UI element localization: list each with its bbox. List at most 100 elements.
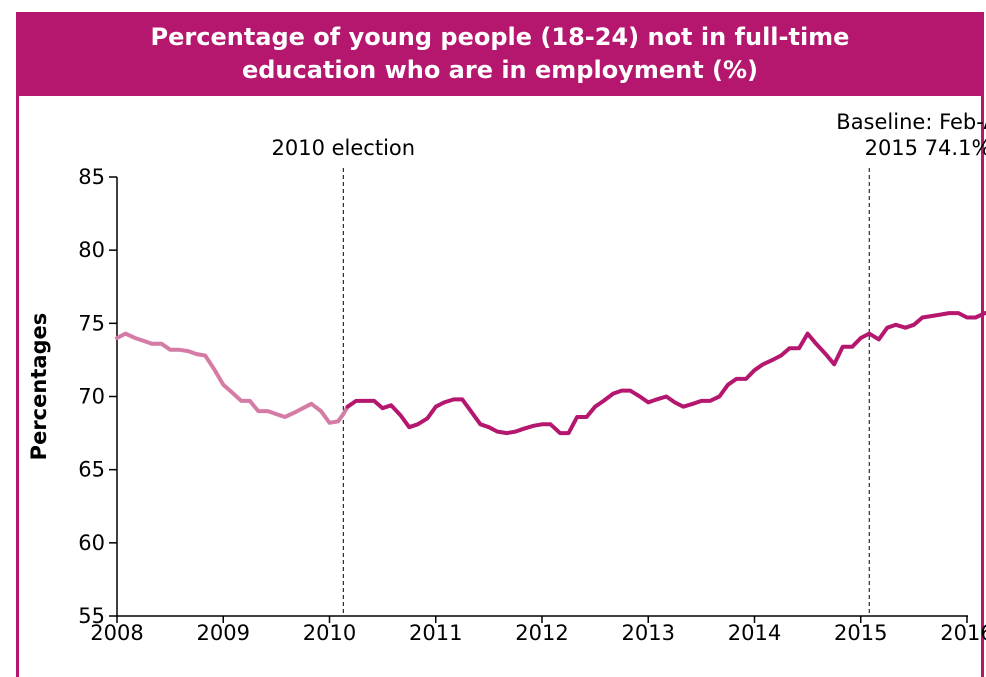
series-2-line: [345, 311, 986, 436]
data-point: [894, 323, 898, 327]
data-point: [239, 399, 243, 403]
data-point: [363, 399, 367, 403]
data-point: [495, 430, 499, 434]
data-point: [283, 415, 287, 419]
data-point: [664, 394, 668, 399]
data-point: [478, 422, 482, 426]
data-point: [673, 400, 677, 404]
x-tick-label: 2012: [515, 621, 568, 645]
data-point: [752, 368, 757, 372]
y-axis-label: Percentages: [27, 313, 51, 461]
data-point: [540, 422, 544, 426]
data-point: [309, 402, 313, 406]
data-point: [256, 409, 260, 413]
data-point: [266, 409, 270, 413]
data-point: [195, 352, 199, 356]
data-point: [336, 419, 340, 423]
data-point: [513, 430, 518, 434]
data-point: [548, 422, 553, 426]
data-point: [691, 402, 695, 406]
y-tick-label: 65: [78, 458, 105, 482]
data-point: [734, 377, 739, 381]
data-point: [646, 400, 650, 404]
data-point: [115, 336, 119, 340]
data-point: [655, 397, 659, 401]
x-tick-label: 2009: [197, 621, 250, 645]
data-point: [522, 427, 526, 431]
data-point: [177, 348, 181, 352]
data-point: [620, 389, 624, 393]
y-axis-ticks: 55 60 65 70 75 80 85: [78, 165, 117, 628]
data-point: [389, 403, 393, 407]
y-tick-label: 55: [78, 604, 105, 628]
data-point: [938, 313, 943, 317]
data-point: [123, 332, 128, 336]
x-tick-label: 2010: [303, 621, 356, 645]
data-point: [771, 358, 775, 362]
data-point: [867, 332, 871, 336]
y-tick-label: 80: [78, 238, 105, 262]
baseline-label-line: 2015 74.1%: [865, 136, 986, 160]
data-point: [434, 405, 438, 409]
x-tick-label: 2016: [940, 621, 986, 645]
data-point: [133, 336, 137, 340]
data-point: [452, 397, 456, 401]
data-point: [788, 346, 792, 350]
data-point: [965, 315, 969, 320]
data-point: [567, 431, 571, 435]
data-point: [575, 415, 579, 419]
data-point: [168, 348, 172, 352]
data-point: [186, 349, 190, 353]
data-point: [407, 425, 411, 429]
data-point: [593, 405, 597, 409]
data-point: [203, 353, 207, 358]
y-tick-label: 85: [78, 165, 105, 189]
data-point: [841, 345, 845, 349]
data-point: [354, 399, 358, 403]
data-point: [327, 421, 332, 425]
x-tick-label: 2014: [728, 621, 781, 645]
data-point: [699, 399, 704, 403]
data-point: [628, 389, 632, 393]
data-point: [150, 342, 154, 346]
data-point: [983, 311, 986, 315]
annotations: 2010 election Baseline: Feb-Apr2015 74.1%: [272, 110, 986, 616]
data-point: [920, 315, 925, 320]
data-point: [319, 409, 323, 413]
data-point: [956, 311, 961, 315]
y-tick-label: 60: [78, 531, 105, 555]
x-tick-label: 2011: [409, 621, 462, 645]
data-point: [726, 383, 730, 387]
data-point: [230, 390, 234, 394]
data-point: [341, 412, 345, 416]
data-point: [912, 323, 916, 327]
y-tick-label: 70: [78, 385, 105, 409]
data-point: [885, 326, 889, 330]
data-point: [221, 383, 225, 387]
data-point: [558, 431, 562, 435]
x-tick-label: 2013: [622, 621, 675, 645]
chart-title-line-2: education who are in employment (%): [241, 56, 759, 84]
series-2: [345, 311, 986, 436]
data-point: [425, 416, 429, 420]
data-point: [274, 412, 278, 416]
chart-frame: [16, 12, 984, 677]
data-point: [505, 431, 509, 435]
data-point: [416, 422, 420, 426]
data-point: [877, 337, 881, 341]
data-point: [717, 394, 722, 399]
data-point: [248, 399, 252, 403]
data-point: [611, 392, 615, 396]
data-point: [814, 342, 818, 346]
data-point: [779, 353, 783, 358]
data-point: [903, 326, 908, 330]
data-point: [442, 400, 446, 404]
data-point: [638, 394, 642, 399]
data-point: [681, 405, 685, 409]
data-point: [744, 377, 748, 381]
data-point: [346, 405, 350, 409]
data-point: [142, 339, 146, 343]
data-point: [806, 332, 810, 336]
baseline-label-line: Baseline: Feb-Apr: [836, 110, 986, 134]
data-point: [585, 415, 589, 419]
